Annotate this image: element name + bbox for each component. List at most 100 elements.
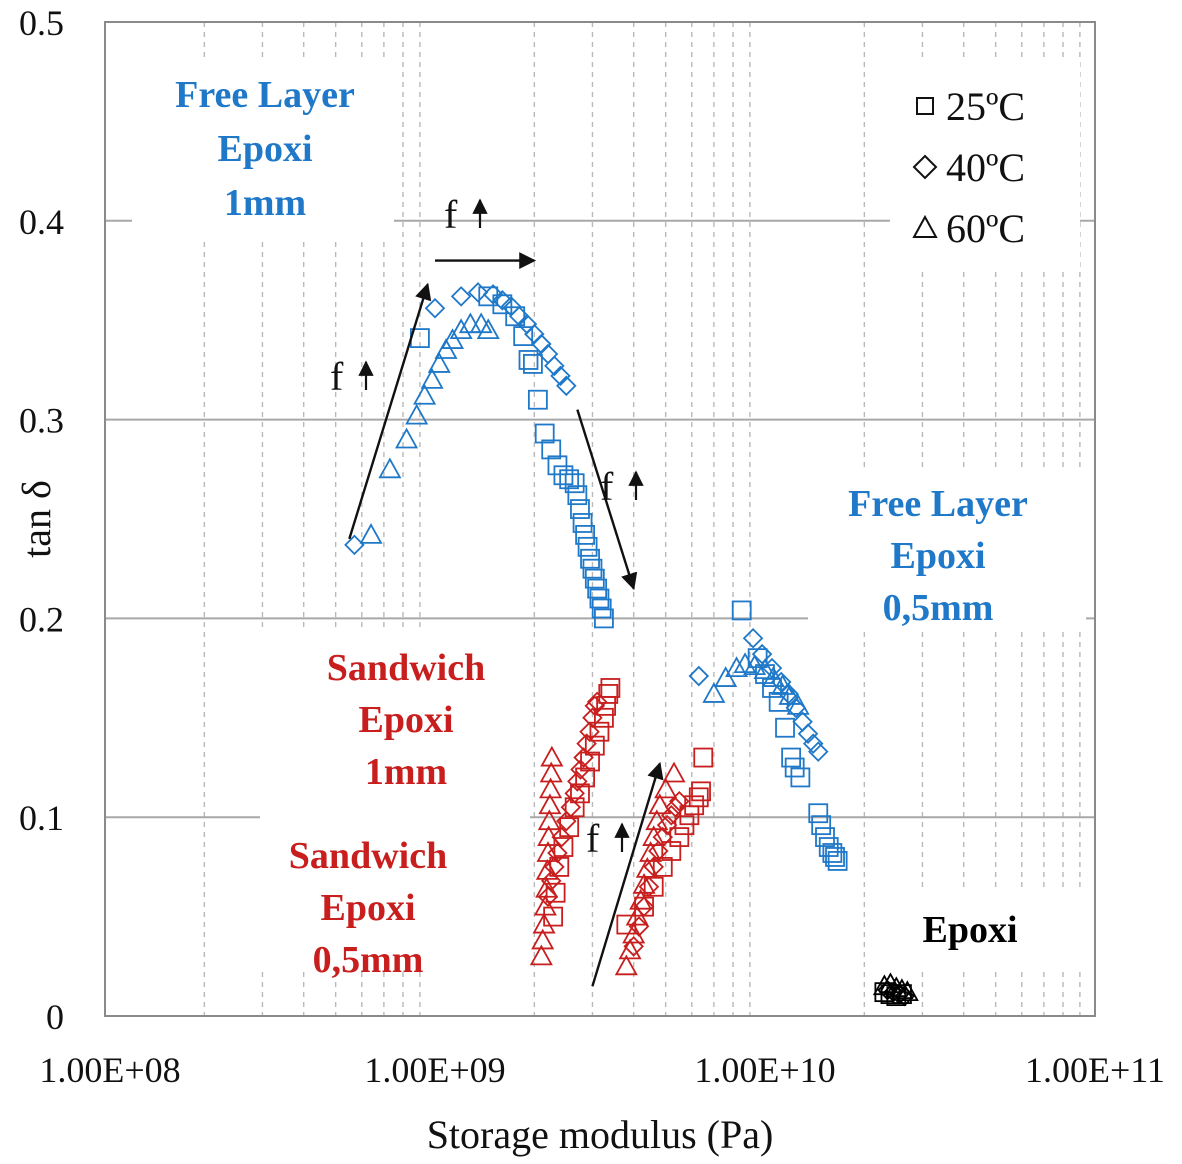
data-point-diamond [551, 826, 572, 848]
data-point-square [577, 536, 598, 557]
points-layer [344, 282, 919, 1007]
frequency-label: f [330, 354, 344, 399]
data-point-square [775, 717, 795, 738]
annotation-line: Epoxi [890, 535, 985, 577]
series-sandwich-epoxi-1mm-diamond [537, 691, 608, 907]
series-free-layer-epoxi-0-5mm-triangle [702, 652, 810, 715]
series-sandwich-epoxi-1mm-triangle [529, 745, 564, 966]
y-axis-title: tan δ [14, 480, 59, 558]
data-point-square [594, 608, 614, 629]
x-tick-label: 1.00E+09 [364, 1050, 505, 1090]
data-point-square [553, 837, 574, 857]
data-point-diamond [770, 671, 792, 693]
data-point-square [598, 684, 619, 704]
data-point-square [522, 354, 543, 374]
data-point-square [543, 906, 564, 927]
annotation-background [808, 470, 1086, 630]
data-point-square [575, 767, 595, 788]
data-point-square [674, 815, 695, 836]
data-point-square [669, 827, 690, 847]
data-point-square [559, 817, 580, 838]
annotation-line: Epoxi [922, 909, 1017, 951]
series-free-layer-epoxi-0-5mm-diamond [688, 628, 829, 762]
data-point-square [567, 485, 588, 506]
x-tick-label: 1.00E+08 [39, 1050, 180, 1090]
y-tick-label: 0 [46, 997, 64, 1037]
frequency-arrow [576, 409, 638, 591]
frequency-arrows: f f f f [330, 192, 664, 987]
legend: 25ºC 40ºC 60ºC [912, 84, 1025, 251]
data-point-triangle [449, 318, 473, 340]
data-point-square [580, 548, 600, 569]
data-point-square [684, 795, 705, 816]
annotation-line: Epoxi [217, 128, 312, 170]
data-point-square [570, 783, 590, 804]
data-point-triangle [614, 954, 638, 976]
annotation-line: 1mm [224, 182, 306, 224]
annotation-line: Epoxi [358, 699, 453, 741]
frequency-label: f [600, 464, 614, 509]
data-point-diamond [661, 804, 682, 826]
data-point-triangle [618, 938, 642, 960]
annotation-line: Epoxi [320, 887, 415, 929]
data-point-square [547, 455, 568, 476]
data-point-square [541, 439, 562, 460]
data-point-square [584, 568, 605, 589]
annotation-line: Free Layer [175, 74, 355, 116]
data-point-square [534, 423, 555, 444]
series-free-layer-epoxi-1mm-triangle [359, 312, 500, 544]
data-point-triangle [440, 328, 465, 349]
data-point-square [575, 525, 595, 545]
data-point-diamond [467, 282, 489, 303]
data-point-square [545, 882, 566, 903]
data-point-triangle [405, 403, 429, 425]
data-point-square [589, 721, 610, 742]
data-point-diamond [751, 643, 773, 665]
x-tick-labels: 1.00E+08 1.00E+09 1.00E+10 1.00E+11 [39, 1050, 1165, 1090]
series-free-layer-epoxi-0-5mm-square [731, 600, 848, 871]
data-point-diamond [424, 297, 446, 319]
data-point-square [587, 578, 608, 599]
data-point-square [825, 847, 845, 867]
data-point-square [784, 757, 805, 778]
series-sandwich-epoxi-1mm-square [543, 678, 621, 927]
data-point-triangle [702, 682, 726, 703]
y-tick-label: 0.2 [19, 599, 64, 639]
data-point-triangle [533, 894, 557, 916]
data-point-triangle [536, 841, 560, 862]
data-point-square [827, 851, 848, 871]
data-point-diamond [688, 665, 710, 687]
data-point-triangle [359, 523, 383, 544]
series-free-layer-epoxi-1mm-square [410, 286, 614, 629]
data-point-diamond [550, 365, 571, 387]
data-point-diamond [742, 628, 764, 649]
data-point-square [549, 857, 570, 877]
y-tick-label: 0.5 [19, 3, 64, 43]
data-point-square [478, 286, 499, 307]
annotation-background [132, 62, 394, 237]
data-point-triangle [539, 777, 563, 799]
annotation-background [890, 60, 1080, 270]
series-sandwich-epoxi-0-5mm-square [616, 747, 714, 935]
legend-triangle-icon [912, 214, 938, 238]
data-point-triangle [654, 777, 678, 799]
data-point-square [880, 984, 901, 1005]
y-tick-label: 0.3 [19, 401, 64, 441]
x-axis-title: Storage modulus (Pa) [427, 1112, 774, 1157]
data-point-square [815, 827, 835, 847]
data-point-square [634, 896, 654, 917]
data-point-triangle [413, 383, 437, 405]
data-point-triangle [469, 312, 493, 334]
data-point-diamond [570, 759, 591, 780]
annotation-fl1: Free Layer Epoxi 1mm [175, 74, 355, 224]
data-point-diamond [802, 733, 824, 754]
data-point-square [518, 350, 539, 370]
annotation-line: 0,5mm [313, 939, 424, 981]
data-point-diamond [648, 840, 669, 862]
data-point-square [808, 803, 829, 824]
legend-label: 25ºC [946, 84, 1025, 129]
annotation-sw1: Sandwich Epoxi 1mm [327, 647, 485, 793]
data-point-triangle [532, 912, 556, 934]
data-point-triangle [761, 666, 785, 687]
annotation-sw05: Sandwich Epoxi 0,5mm [289, 835, 447, 981]
